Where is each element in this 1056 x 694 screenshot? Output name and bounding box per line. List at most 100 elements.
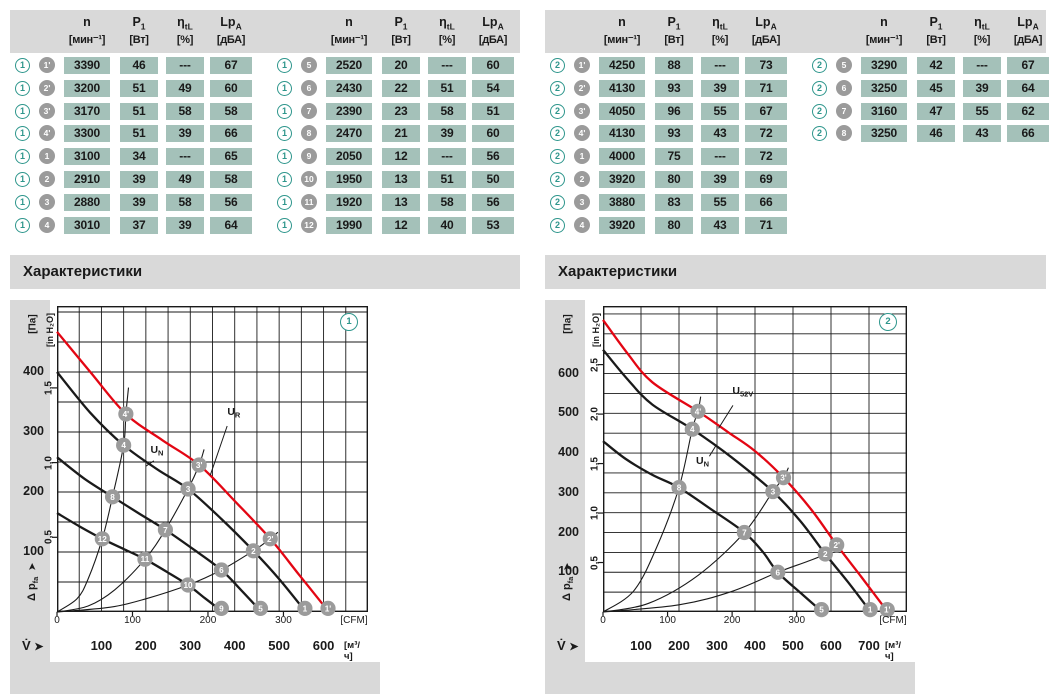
curve-point-badge: 6 (836, 79, 852, 96)
x-axis-tick-label: 300 (179, 638, 202, 653)
table-cell: 66 (210, 125, 252, 143)
table-cell: 73 (745, 57, 787, 74)
table-cell: 3250 (861, 79, 907, 97)
curve-point-badge: 4' (574, 125, 590, 142)
table-cell: 66 (745, 193, 787, 211)
marker-circle (213, 600, 229, 616)
marker-circle (104, 489, 121, 505)
column-header: LpA [дБА] (739, 16, 793, 46)
marker-circle (690, 403, 706, 419)
header-symbol: LpA (482, 15, 504, 32)
operating-point-marker: 1' (320, 600, 336, 616)
cfm-tick-label: 200 (199, 615, 217, 626)
y-axis-unit: [Па] (27, 314, 39, 334)
table-cell: 23 (382, 102, 420, 120)
marker-circle (671, 480, 687, 496)
header-symbol: P1 (394, 15, 408, 32)
marker-circle (770, 564, 786, 580)
curve-label: U52V (732, 385, 753, 399)
table-cell: 22 (382, 79, 420, 97)
curve-point-badge: 2' (574, 79, 590, 96)
header-symbol: LpA (1017, 15, 1039, 32)
table-cell: 51 (472, 102, 514, 120)
curve-point-badge: 3 (574, 193, 590, 210)
table-cell: 3200 (64, 79, 110, 97)
table-cell: 42 (917, 57, 955, 74)
table-cell: 66 (1007, 125, 1049, 143)
marker-circle (262, 531, 278, 547)
curve-point-badge: 7 (836, 102, 852, 119)
table-cell: 46 (120, 57, 158, 74)
table-cell: 21 (382, 125, 420, 143)
column-header: LpA [дБА] (204, 16, 258, 46)
marker-circle (94, 531, 110, 547)
operating-point-marker: 12 (94, 531, 110, 547)
y-axis-unit-inh2o: [in H₂O] (591, 313, 601, 347)
motor-variant-badge: 1 (277, 126, 292, 142)
table-cell: 39 (120, 171, 158, 188)
motor-variant-badge: 2 (812, 58, 827, 73)
cfm-tick-label: 0 (600, 615, 606, 626)
table-cell: 3010 (64, 216, 110, 234)
table-cell: 58 (210, 102, 252, 120)
x-axis-unit-label: [м³/ч] (344, 640, 360, 662)
cfm-tick-label: 100 (659, 615, 676, 626)
table-cell: 39 (166, 125, 204, 143)
table-cell: 72 (745, 125, 787, 143)
motor-variant-badge: 1 (15, 126, 30, 142)
column-header: n [мин⁻¹] (58, 16, 116, 46)
marker-circle (137, 551, 153, 567)
cfm-tick-label: 300 (788, 615, 806, 626)
column-header: ηtL [%] (160, 16, 210, 46)
table-cell: 60 (210, 79, 252, 97)
table-cell: 45 (917, 79, 955, 97)
operating-point-marker: 1 (862, 602, 878, 618)
table-cell: 55 (963, 102, 1001, 120)
table-cell: 34 (120, 148, 158, 166)
table-cell: 4130 (599, 79, 645, 97)
load-curve (602, 467, 789, 613)
curve-point-badge: 5 (301, 57, 317, 73)
table-cell: --- (428, 148, 466, 166)
table-cell: 39 (701, 79, 739, 97)
table-header-band: n [мин⁻¹] P1 [Вт] ηtL [%] LpA [дБА] n [мин⁻¹] P1 [В… (545, 10, 1046, 53)
table-cell: 93 (655, 79, 693, 97)
table-cell: 88 (655, 57, 693, 74)
header-symbol: P1 (667, 15, 681, 32)
table-cell: 58 (166, 193, 204, 211)
table-cell: 56 (210, 193, 252, 211)
operating-point-marker: 4 (684, 421, 700, 437)
table-cell: 3390 (64, 57, 110, 74)
table-cell: 12 (382, 148, 420, 166)
operating-point-marker: 2' (262, 531, 278, 547)
header-unit: [мин⁻¹] (68, 33, 106, 46)
operating-point-marker: 2' (829, 537, 845, 553)
table-cell: 1920 (326, 193, 372, 211)
table-cell: 39 (428, 125, 466, 143)
curve-label-pointer (708, 444, 717, 457)
marker-circle (245, 543, 261, 559)
table-cell: 96 (655, 102, 693, 120)
header-unit: [дБА] (478, 33, 508, 46)
table-cell: 13 (382, 193, 420, 211)
curve-point-badge: 3 (39, 193, 55, 210)
header-symbol: ηtL (177, 15, 193, 32)
marker-circle (862, 602, 878, 618)
operating-point-marker: 3 (765, 483, 781, 500)
marker-label: 3 (186, 485, 191, 494)
curve-label: UN (150, 444, 163, 458)
table-cell: 80 (655, 216, 693, 234)
performance-chart-1: [Па] 100 200 300 400 [in H₂O] 0,5 1,0 1,5 Δ pfa ➤… (10, 300, 380, 694)
curve-label-pointer (718, 405, 734, 429)
operating-point-marker: 4 (116, 437, 132, 453)
column-header: P1 [Вт] (911, 16, 961, 46)
operating-point-marker: 6 (213, 562, 229, 578)
table-cell: 55 (701, 193, 739, 211)
table-cell: 75 (655, 148, 693, 166)
operating-point-marker: 5 (813, 602, 830, 618)
marker-circle (320, 600, 336, 616)
header-symbol: ηtL (439, 15, 455, 32)
x-axis-unit-label: [м³/ч] (885, 640, 901, 662)
marker-label: 5 (258, 604, 263, 613)
marker-circle (684, 421, 700, 437)
